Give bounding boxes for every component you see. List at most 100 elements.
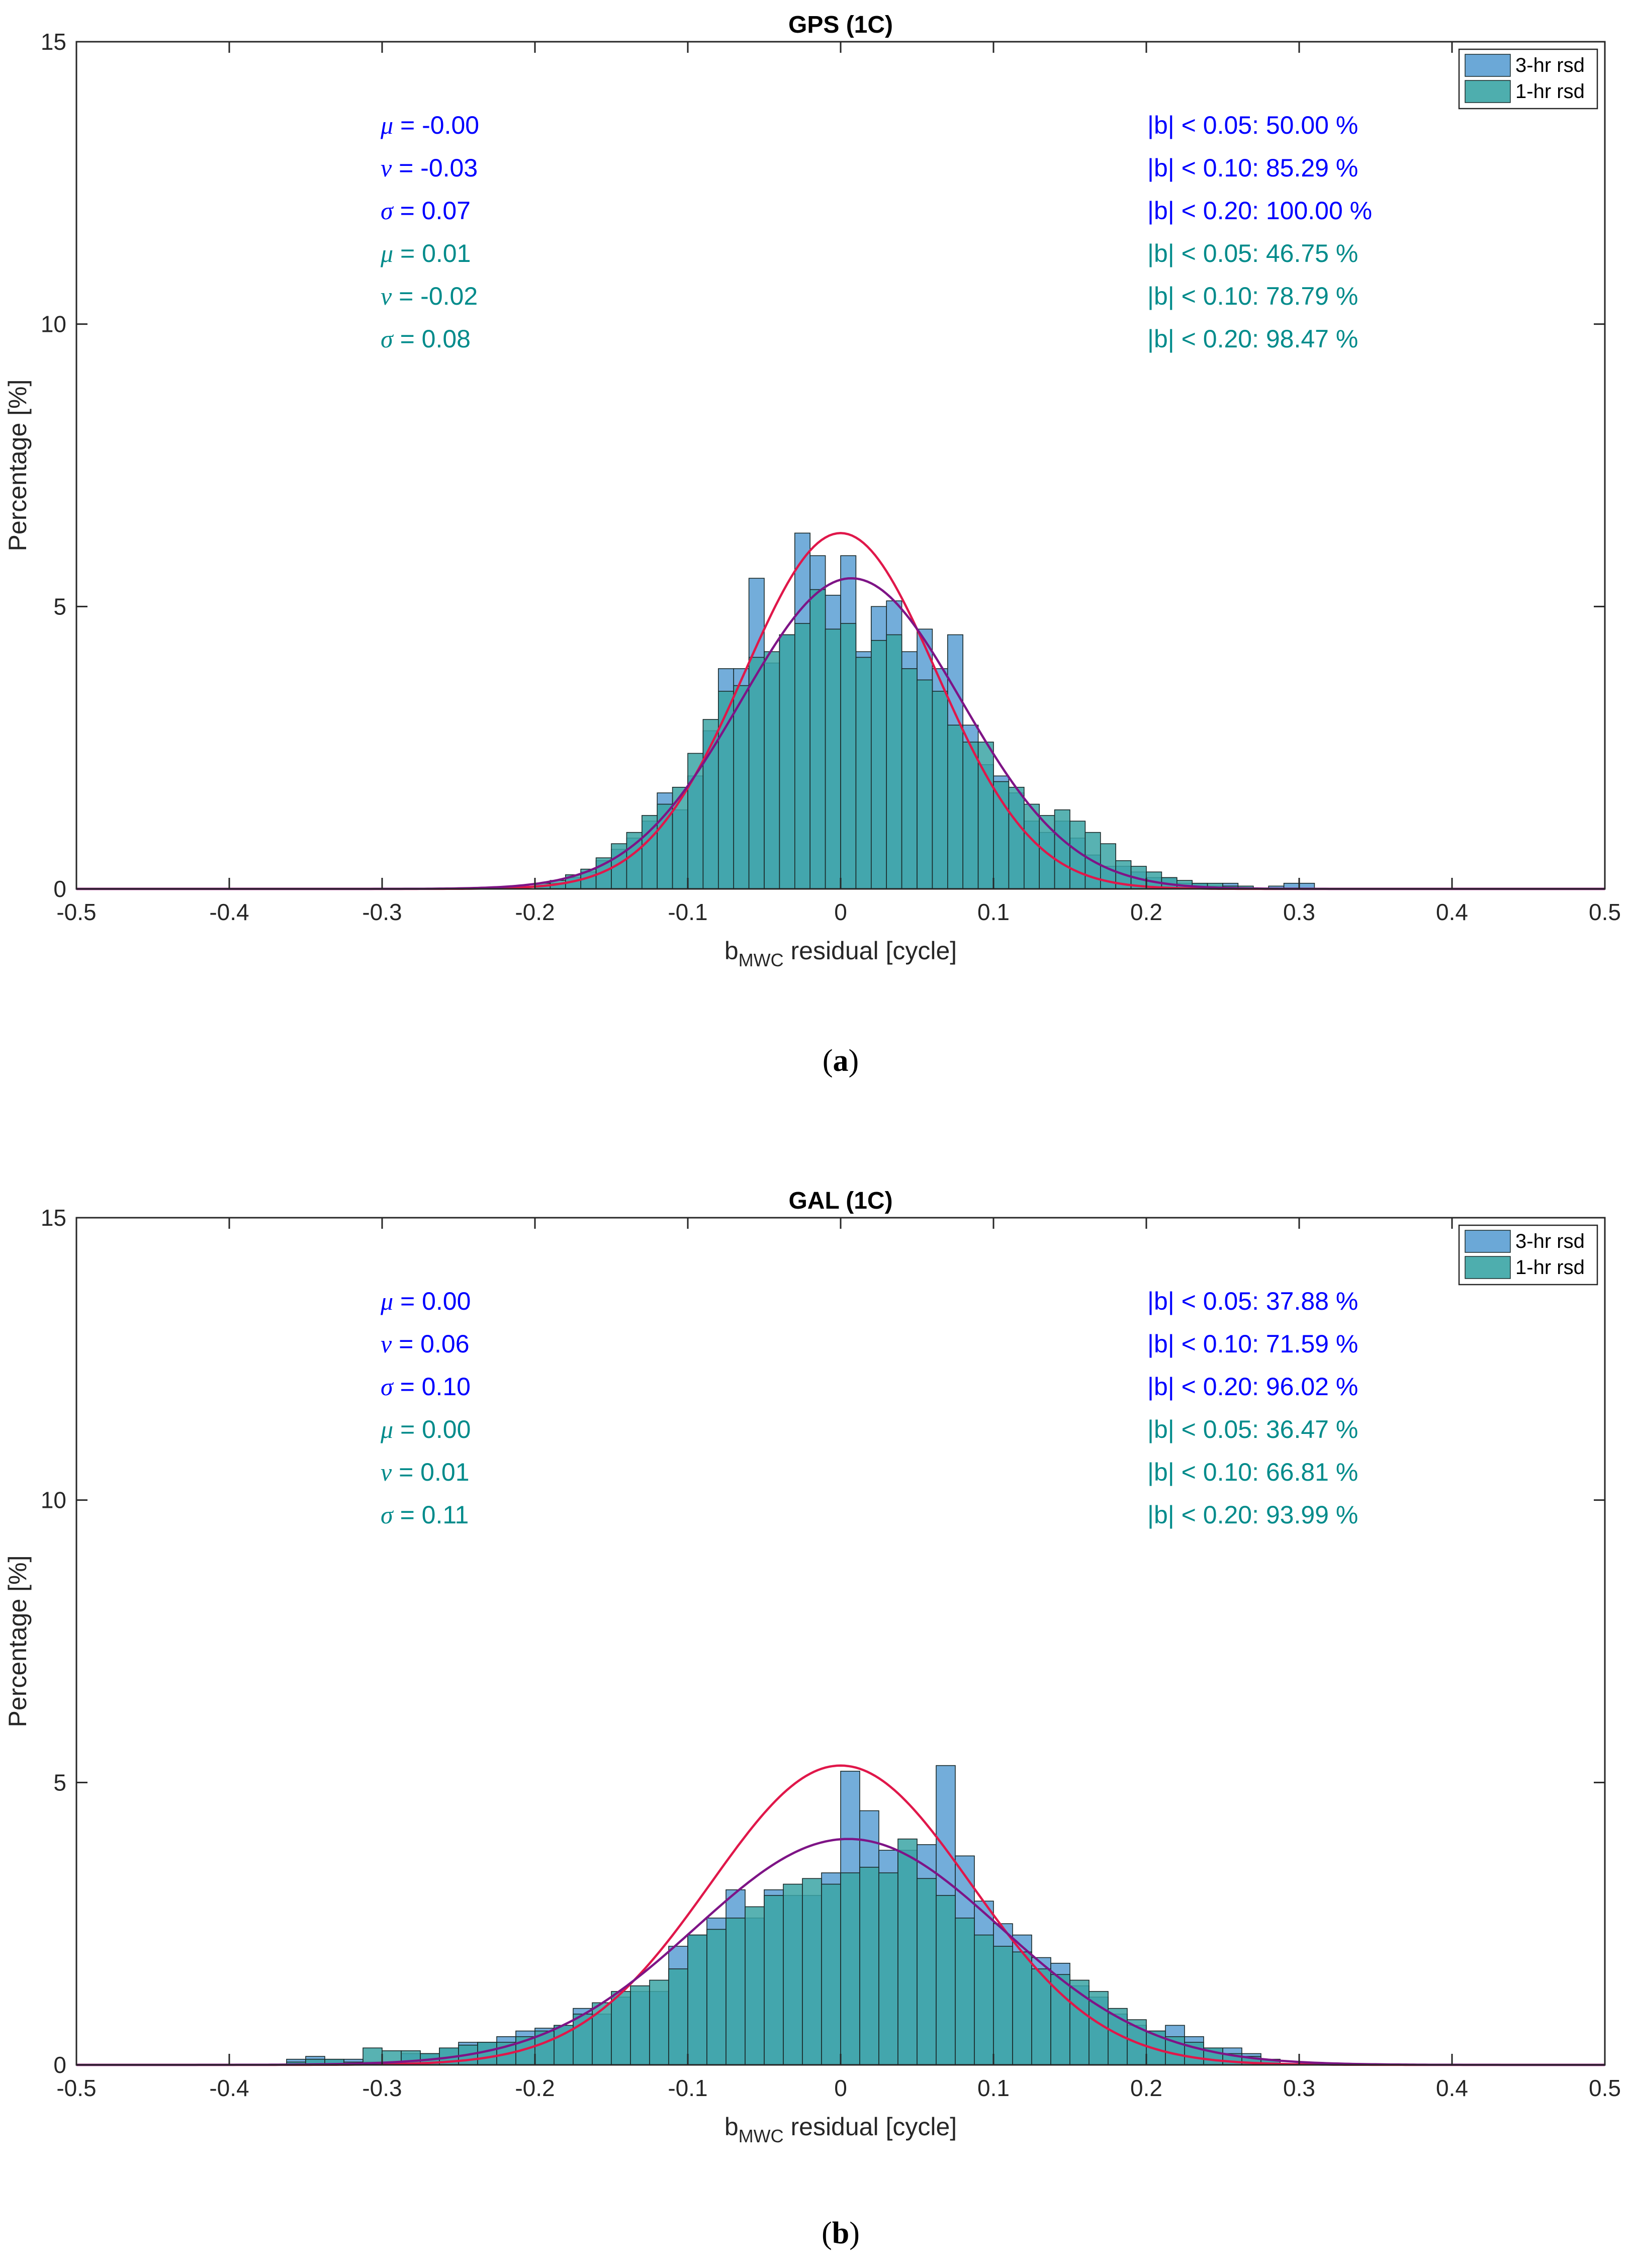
histogram-bar	[794, 623, 811, 889]
histogram-bar	[668, 1968, 688, 2065]
y-tick-label: 10	[41, 1487, 66, 1513]
histogram-bar	[855, 657, 872, 889]
histogram-bar	[886, 634, 902, 889]
stat-right: |b| < 0.05: 46.75 %	[1147, 239, 1358, 267]
stat-left: σ = 0.10	[381, 1373, 471, 1401]
histogram-bar	[1050, 1974, 1070, 2065]
histogram-bar	[745, 1906, 765, 2065]
legend-swatch	[1465, 1230, 1511, 1253]
histogram-bar	[477, 2042, 497, 2065]
x-tick-label: -0.2	[515, 899, 555, 925]
x-tick-label: 0.1	[977, 899, 1010, 925]
histogram-bar	[733, 685, 750, 889]
y-axis-label: Percentage [%]	[4, 380, 32, 552]
stat-left: ν = 0.06	[381, 1330, 470, 1358]
histogram-bar	[726, 1918, 746, 2065]
x-tick-label: 0.2	[1130, 899, 1162, 925]
stat-right: |b| < 0.20: 98.47 %	[1147, 325, 1358, 353]
stat-right: |b| < 0.20: 96.02 %	[1147, 1373, 1358, 1401]
series-1-hr-rsd	[534, 589, 1254, 889]
histogram-bar	[897, 1838, 918, 2065]
histogram-bar	[706, 1929, 727, 2065]
y-tick-label: 15	[41, 29, 66, 55]
stat-left: μ = 0.01	[380, 239, 471, 267]
histogram-bar	[783, 1883, 803, 2065]
stat-left: σ = 0.08	[381, 325, 471, 353]
histogram-bar	[764, 1895, 784, 2065]
chart-title: GPS (1C)	[788, 12, 893, 38]
histogram-bar	[573, 2014, 593, 2065]
stat-right: |b| < 0.10: 85.29 %	[1147, 154, 1358, 182]
histogram-bar	[901, 668, 918, 889]
histogram-bar	[840, 623, 857, 889]
histogram-bar	[917, 1878, 937, 2065]
histogram-bar	[642, 815, 658, 889]
histogram-bar	[1054, 809, 1070, 889]
histogram-bar	[1024, 803, 1040, 889]
x-tick-label: -0.4	[209, 899, 249, 925]
x-tick-label: 0	[834, 899, 847, 925]
histogram-bar	[687, 1934, 707, 2065]
panel-caption: (a)	[823, 1044, 859, 1078]
histogram-bar	[821, 1883, 841, 2065]
histogram-bar	[809, 589, 826, 889]
histogram-bar	[630, 1985, 650, 2065]
histogram-bar	[955, 1918, 975, 2065]
stat-right: |b| < 0.10: 71.59 %	[1147, 1330, 1358, 1358]
histogram-bar	[592, 2002, 612, 2065]
x-tick-label: -0.2	[515, 2075, 555, 2101]
histogram-bar	[779, 634, 795, 889]
histogram-bar	[947, 724, 964, 889]
legend-label: 3-hr rsd	[1515, 1230, 1585, 1252]
legend-swatch	[1465, 80, 1511, 103]
histogram-bar	[764, 651, 780, 889]
histogram-bar	[974, 1934, 994, 2065]
histogram-bar	[917, 679, 933, 889]
histogram-bar	[1008, 787, 1025, 889]
histogram-bar	[993, 1946, 1013, 2065]
legend-swatch	[1465, 54, 1511, 77]
histogram-bar	[878, 1872, 898, 2065]
x-axis-label: bMWC residual [cycle]	[724, 2113, 957, 2146]
histogram-bar	[748, 657, 765, 889]
x-tick-label: 0.3	[1283, 2075, 1315, 2101]
histogram-bar	[962, 742, 979, 889]
chart-panel-b: -0.5 -0.4 -0.3 -0.2 -0.1 0 0.1 0.2 0.3 0.4 0.5 0 5 10…	[4, 1188, 1621, 2250]
stat-left: ν = -0.02	[381, 282, 478, 310]
x-tick-label: 0.4	[1436, 899, 1468, 925]
histogram-bar	[840, 1872, 860, 2065]
y-tick-label: 10	[41, 311, 66, 337]
y-tick-label: 5	[53, 1769, 66, 1795]
x-tick-label: -0.3	[362, 2075, 402, 2101]
stat-left: μ = -0.00	[380, 111, 479, 139]
histogram-bar	[825, 628, 841, 889]
histogram-bar	[993, 781, 1010, 889]
stat-right: |b| < 0.10: 78.79 %	[1147, 282, 1358, 310]
stat-left: σ = 0.11	[381, 1501, 469, 1529]
x-tick-label: -0.1	[668, 2075, 707, 2101]
x-axis-label: bMWC residual [cycle]	[724, 937, 957, 970]
x-tick-label: 0.3	[1283, 899, 1315, 925]
histogram-bar	[859, 1867, 879, 2065]
histogram-bar	[657, 803, 673, 889]
panel-caption: (b)	[822, 2216, 860, 2250]
stat-left: ν = 0.01	[381, 1458, 470, 1486]
stat-right: |b| < 0.20: 93.99 %	[1147, 1501, 1358, 1529]
stat-left: μ = 0.00	[380, 1287, 471, 1315]
chart-panel-a: -0.5 -0.4 -0.3 -0.2 -0.1 0 0.1 0.2 0.3 0.4 0.5 0 5 10…	[4, 12, 1621, 1078]
y-tick-label: 0	[53, 876, 66, 902]
histogram-bar	[1031, 1968, 1051, 2065]
legend-label: 3-hr rsd	[1515, 54, 1585, 76]
legend: 3-hr rsd 1-hr rsd	[1458, 1224, 1598, 1286]
stat-left: μ = 0.00	[380, 1415, 471, 1443]
x-tick-label: -0.3	[362, 899, 402, 925]
histogram-bar	[802, 1878, 822, 2065]
stat-right: |b| < 0.10: 66.81 %	[1147, 1458, 1358, 1486]
x-tick-label: 0.2	[1130, 2075, 1162, 2101]
x-tick-label: -0.4	[209, 2075, 249, 2101]
x-tick-label: 0.5	[1589, 2075, 1621, 2101]
histogram-bar	[936, 1895, 956, 2065]
histogram-bar	[718, 691, 735, 889]
histogram-bar	[932, 691, 948, 889]
